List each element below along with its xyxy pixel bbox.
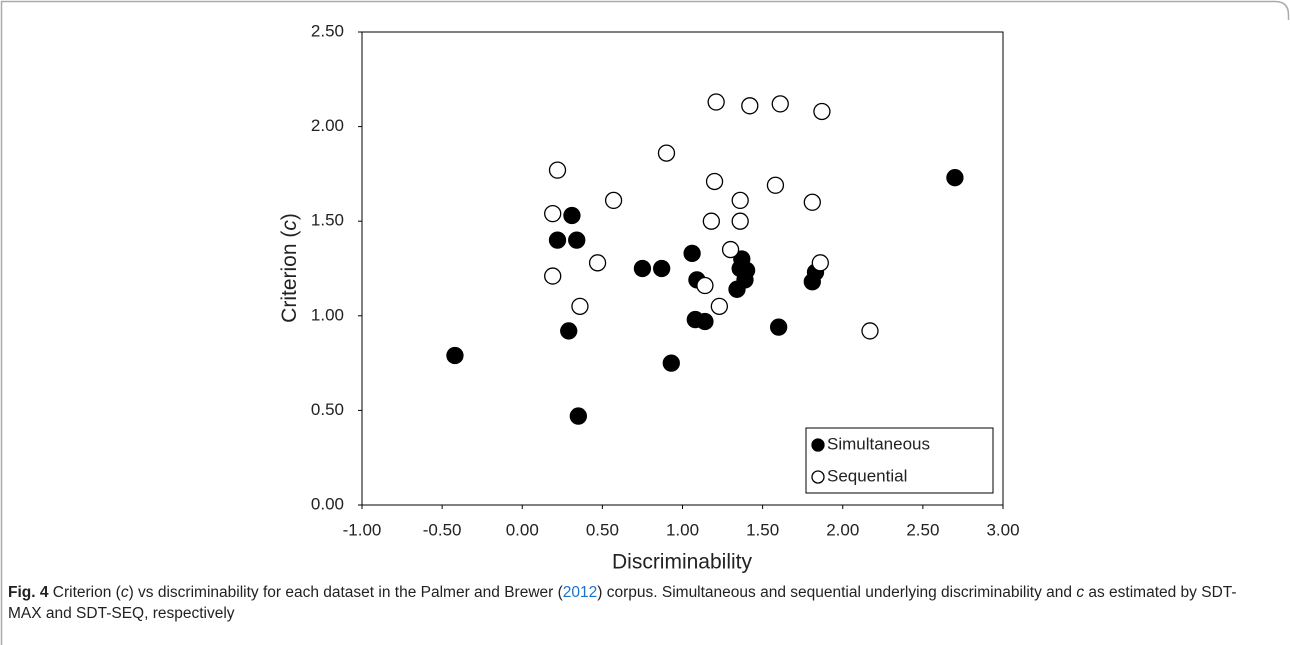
point bbox=[568, 231, 586, 249]
y-tick-label: 0.00 bbox=[311, 494, 344, 513]
point bbox=[569, 407, 587, 425]
x-tick-label: 1.50 bbox=[746, 520, 779, 539]
point bbox=[683, 244, 701, 263]
x-tick-label: 2.50 bbox=[906, 520, 939, 539]
point bbox=[946, 169, 964, 187]
caption-text: Criterion ( bbox=[52, 584, 121, 601]
point bbox=[544, 267, 562, 285]
legend-marker bbox=[811, 470, 825, 484]
point bbox=[731, 191, 749, 210]
y-tick-label: 1.50 bbox=[311, 211, 344, 230]
point bbox=[588, 254, 607, 272]
point bbox=[563, 206, 581, 225]
caption-label: Fig. 4 bbox=[8, 584, 49, 601]
point bbox=[803, 273, 821, 291]
point bbox=[633, 259, 652, 278]
x-tick-label: 0.50 bbox=[586, 520, 619, 539]
y-title-part: Criterion ( bbox=[278, 231, 301, 323]
caption-text: c bbox=[120, 584, 129, 601]
y-title-part: ) bbox=[278, 213, 301, 220]
caption-text: c bbox=[1076, 584, 1085, 601]
x-tick-label: -1.00 bbox=[343, 520, 382, 539]
point bbox=[657, 144, 676, 162]
point bbox=[803, 193, 821, 211]
point bbox=[702, 212, 720, 230]
point bbox=[771, 95, 789, 113]
point bbox=[544, 204, 562, 223]
y-axis-title: Criterion (c) bbox=[278, 213, 301, 323]
point bbox=[728, 280, 746, 298]
point bbox=[548, 231, 567, 249]
legend-label: Simultaneous bbox=[827, 434, 930, 453]
x-tick-label: 0.00 bbox=[506, 520, 539, 539]
point bbox=[861, 322, 879, 340]
point bbox=[696, 276, 714, 295]
point bbox=[705, 172, 724, 191]
legend-box bbox=[805, 427, 994, 494]
point bbox=[707, 93, 725, 111]
point bbox=[560, 322, 578, 340]
caption-link[interactable]: 2012 bbox=[562, 584, 598, 601]
x-tick-label: 2.00 bbox=[826, 520, 859, 539]
point bbox=[696, 312, 714, 331]
point bbox=[741, 97, 759, 115]
point bbox=[811, 254, 829, 272]
y-tick-label: 0.50 bbox=[311, 400, 344, 419]
caption: Fig. 4 Criterion (c) vs discriminability… bbox=[8, 582, 1258, 624]
legend-label: Sequential bbox=[827, 466, 907, 485]
y-title-part: c bbox=[278, 220, 301, 231]
point bbox=[571, 297, 589, 315]
point bbox=[653, 259, 671, 278]
point bbox=[766, 176, 785, 194]
point bbox=[548, 161, 567, 179]
point bbox=[731, 212, 749, 230]
x-tick-label: -0.50 bbox=[423, 520, 462, 539]
point bbox=[446, 346, 464, 365]
y-tick-label: 2.50 bbox=[311, 21, 344, 40]
point bbox=[721, 240, 740, 259]
caption-text: as estimated by SDT-MAX and SDT-SEQ, res… bbox=[8, 584, 1237, 622]
point bbox=[813, 102, 831, 121]
y-tick-label: 2.00 bbox=[311, 116, 344, 135]
point bbox=[662, 354, 680, 372]
x-tick-label: 3.00 bbox=[986, 520, 1019, 539]
caption-text: ) corpus. Simultaneous and sequential un… bbox=[597, 584, 1077, 601]
point bbox=[710, 297, 729, 315]
x-axis-title: Discriminability bbox=[612, 551, 753, 574]
x-tick-label: 1.00 bbox=[666, 520, 699, 539]
y-tick-label: 1.00 bbox=[311, 305, 344, 324]
caption-text: ) vs discriminability for each dataset i… bbox=[128, 584, 563, 601]
legend-marker bbox=[811, 438, 825, 452]
point bbox=[604, 191, 623, 210]
point bbox=[770, 318, 788, 336]
